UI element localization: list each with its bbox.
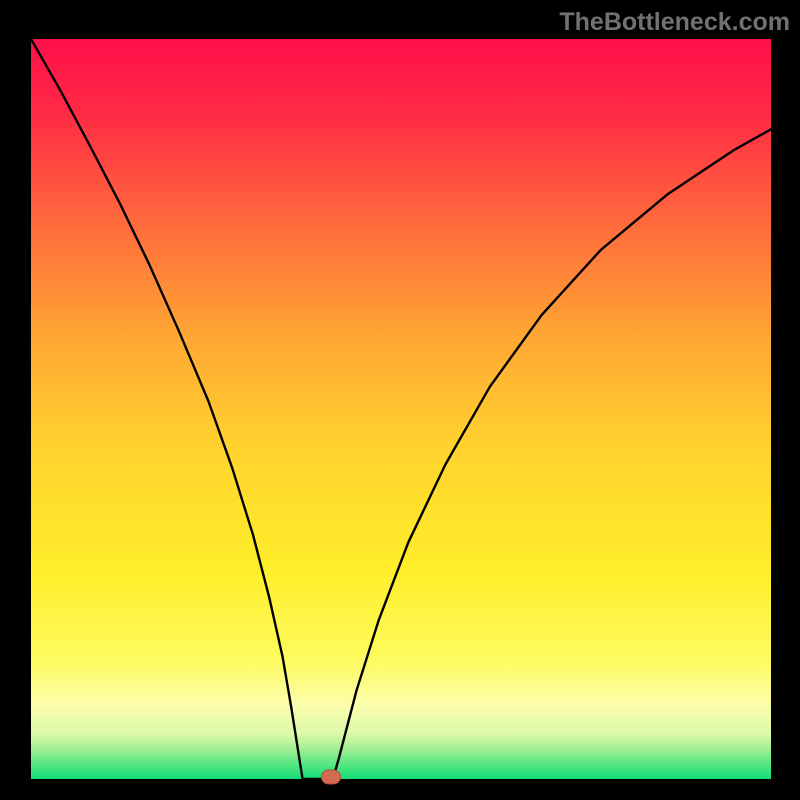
chart-curve-svg [31, 39, 771, 779]
stage: TheBottleneck.com [0, 0, 800, 800]
bottleneck-curve [31, 39, 771, 779]
optimum-marker [321, 769, 341, 784]
chart-plot-area [31, 39, 771, 779]
watermark-text: TheBottleneck.com [559, 8, 790, 37]
